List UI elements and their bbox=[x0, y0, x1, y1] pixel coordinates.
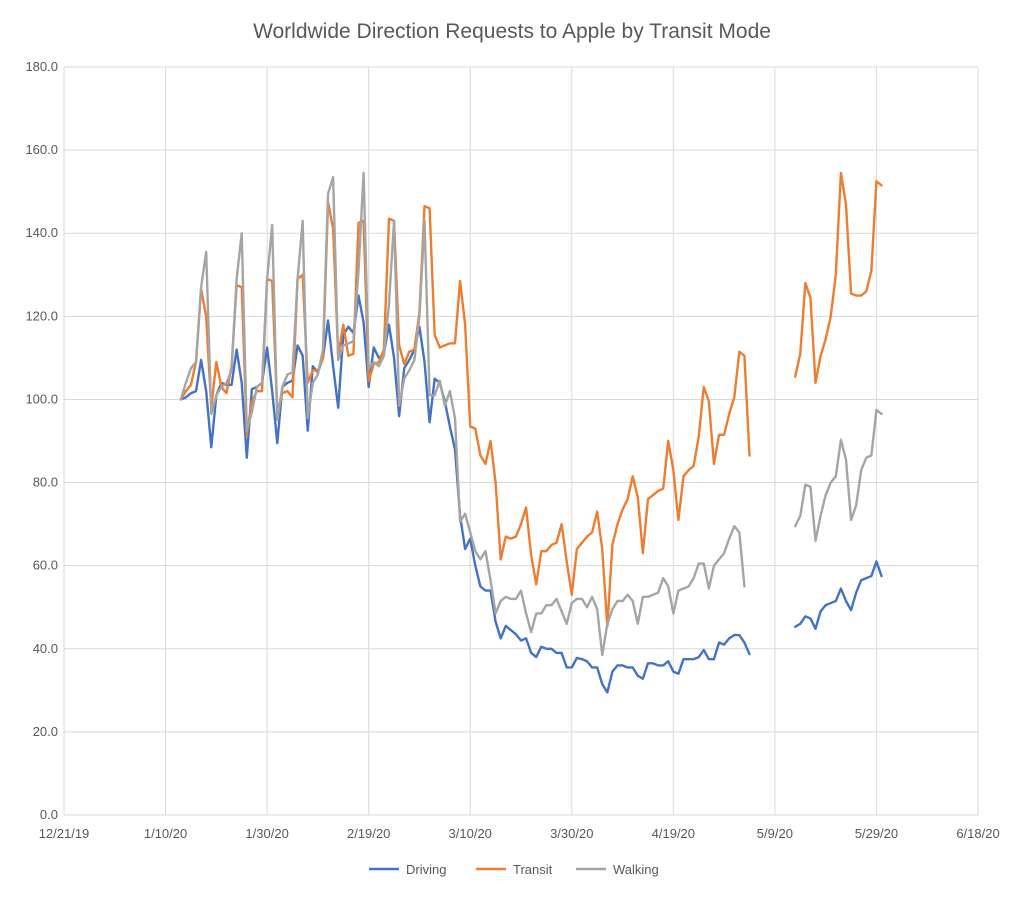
series-line-driving bbox=[179, 294, 751, 694]
y-tick-label: 80.0 bbox=[33, 475, 58, 490]
legend-label-transit: Transit bbox=[513, 862, 553, 877]
y-tick-label: 40.0 bbox=[33, 641, 58, 656]
legend-label-walking: Walking bbox=[613, 862, 659, 877]
y-tick-label: 60.0 bbox=[33, 558, 58, 573]
series-line-transit bbox=[794, 171, 883, 385]
y-tick-label: 180.0 bbox=[25, 59, 58, 74]
x-tick-label: 3/10/20 bbox=[449, 826, 492, 841]
legend-label-driving: Driving bbox=[406, 862, 446, 877]
x-tick-label: 6/18/20 bbox=[956, 826, 999, 841]
y-tick-label: 0.0 bbox=[40, 807, 58, 822]
y-tick-label: 140.0 bbox=[25, 225, 58, 240]
x-tick-label: 1/30/20 bbox=[245, 826, 288, 841]
series-line-transit bbox=[179, 200, 751, 628]
x-tick-label: 5/9/20 bbox=[757, 826, 793, 841]
x-tick-label: 2/19/20 bbox=[347, 826, 390, 841]
legend: Driving Transit Walking bbox=[369, 862, 659, 877]
x-tick-label: 3/30/20 bbox=[550, 826, 593, 841]
x-tick-label: 12/21/19 bbox=[39, 826, 90, 841]
y-tick-label: 20.0 bbox=[33, 724, 58, 739]
y-axis-ticks: 0.0 20.0 40.0 60.0 80.0 100.0 120.0 140.0 160.0 1… bbox=[25, 59, 58, 822]
x-tick-label: 4/19/20 bbox=[652, 826, 695, 841]
series-line-walking bbox=[179, 171, 746, 657]
x-tick-label: 5/29/20 bbox=[855, 826, 898, 841]
x-tick-label: 1/10/20 bbox=[144, 826, 187, 841]
y-tick-label: 120.0 bbox=[25, 308, 58, 323]
chart-title: Worldwide Direction Requests to Apple by… bbox=[253, 20, 771, 43]
series-line-walking bbox=[794, 408, 883, 542]
series-lines bbox=[179, 171, 883, 694]
x-axis-ticks: 12/21/19 1/10/20 1/30/20 2/19/20 3/10/20 3/30… bbox=[39, 826, 1000, 841]
series-line-driving bbox=[794, 560, 883, 631]
y-tick-label: 100.0 bbox=[25, 391, 58, 406]
y-tick-label: 160.0 bbox=[25, 142, 58, 157]
